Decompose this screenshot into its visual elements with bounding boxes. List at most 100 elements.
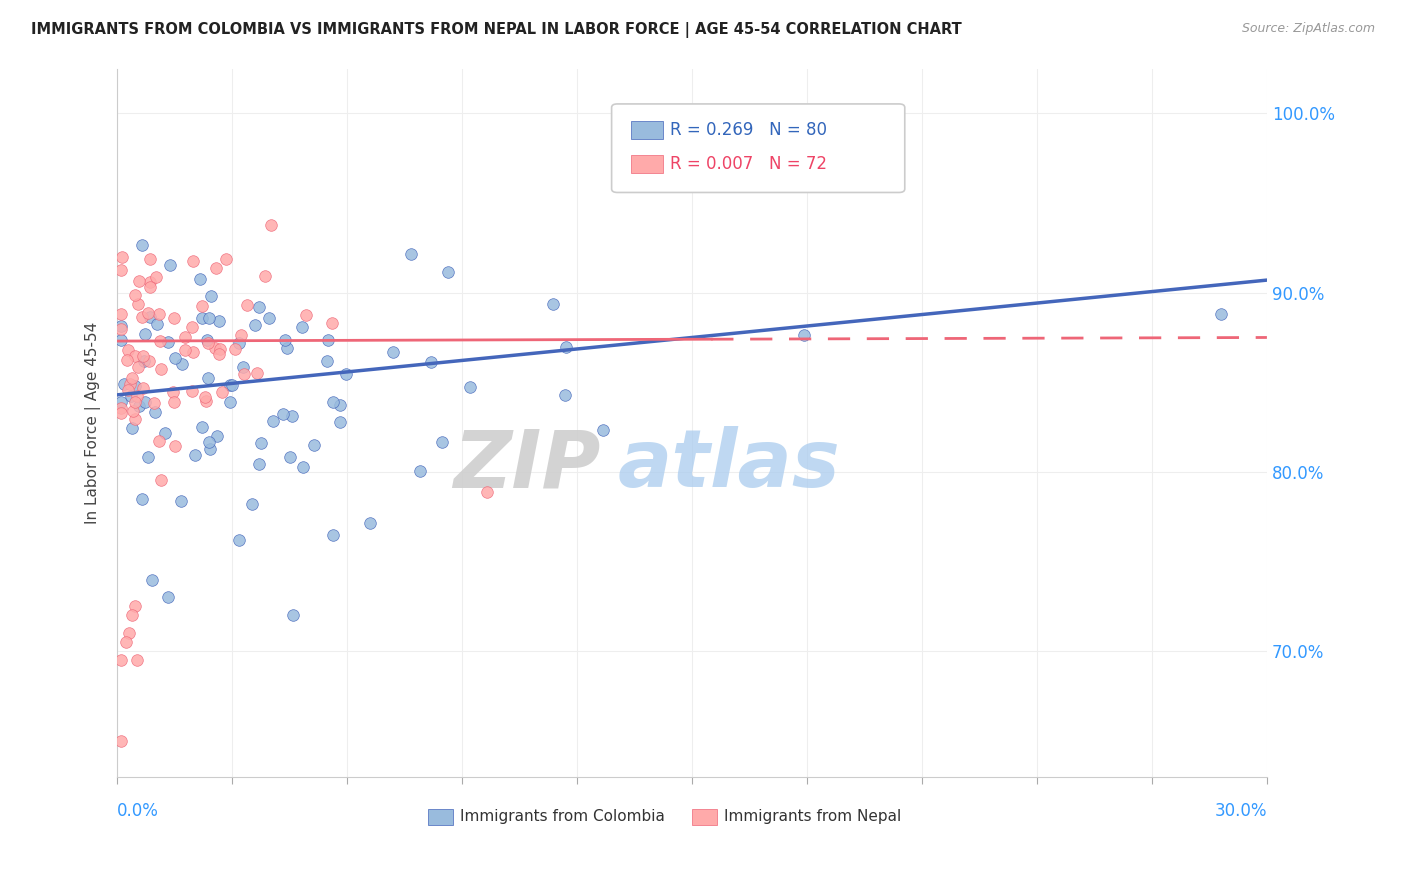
Point xyxy=(249,301,271,315)
Point xyxy=(205,261,228,276)
Point xyxy=(111,251,134,265)
Point xyxy=(120,389,142,403)
Point xyxy=(249,436,271,450)
Point xyxy=(219,395,242,409)
Point xyxy=(200,289,222,303)
Point xyxy=(592,423,614,437)
Bar xyxy=(631,121,664,139)
Point xyxy=(793,328,815,343)
Point xyxy=(260,219,283,233)
Point xyxy=(180,384,202,398)
Point xyxy=(143,404,166,418)
Point xyxy=(291,460,314,475)
Point xyxy=(148,434,170,448)
Point xyxy=(554,387,576,401)
Point xyxy=(318,333,340,347)
Point xyxy=(110,734,132,748)
Point xyxy=(118,377,141,392)
Point xyxy=(262,414,284,428)
Point xyxy=(430,434,453,449)
Point xyxy=(316,354,339,368)
Text: Immigrants from Nepal: Immigrants from Nepal xyxy=(724,809,901,824)
Point xyxy=(172,357,194,371)
Point xyxy=(124,412,146,426)
Point xyxy=(181,320,204,334)
Point xyxy=(235,298,257,312)
Point xyxy=(257,310,280,325)
Point xyxy=(124,288,146,302)
Point xyxy=(204,342,226,356)
Point xyxy=(118,626,141,640)
Point xyxy=(110,319,132,334)
Point xyxy=(207,429,229,443)
Point xyxy=(148,307,170,321)
Point xyxy=(190,299,212,313)
Point xyxy=(322,527,344,541)
Point xyxy=(335,368,357,382)
Text: atlas: atlas xyxy=(617,426,841,504)
Bar xyxy=(427,809,453,825)
Point xyxy=(110,263,132,277)
Point xyxy=(197,333,219,347)
Point xyxy=(149,334,172,348)
Point xyxy=(110,333,132,347)
Point xyxy=(221,377,243,392)
Point xyxy=(163,310,186,325)
Point xyxy=(229,328,252,343)
Point xyxy=(322,394,344,409)
Y-axis label: In Labor Force | Age 45-54: In Labor Force | Age 45-54 xyxy=(86,321,101,524)
Point xyxy=(224,343,246,357)
Bar xyxy=(631,155,664,173)
Point xyxy=(149,362,172,376)
Point xyxy=(408,464,430,478)
Point xyxy=(181,344,204,359)
Point xyxy=(200,442,222,456)
Point xyxy=(159,258,181,272)
Point xyxy=(134,394,156,409)
Point xyxy=(117,343,139,357)
Point xyxy=(295,308,318,322)
Point xyxy=(382,345,405,359)
Point xyxy=(195,394,218,409)
Point xyxy=(197,335,219,350)
Point xyxy=(110,406,132,420)
Point xyxy=(146,317,169,331)
Point xyxy=(321,316,343,330)
Text: ZIP: ZIP xyxy=(453,426,600,504)
Point xyxy=(240,497,263,511)
Point xyxy=(191,310,214,325)
Point xyxy=(131,237,153,252)
Point xyxy=(127,359,149,374)
Point xyxy=(128,399,150,413)
Text: 30.0%: 30.0% xyxy=(1215,802,1267,820)
Point xyxy=(163,394,186,409)
Point xyxy=(208,314,231,328)
Point xyxy=(198,434,221,449)
Point xyxy=(188,272,211,286)
Point xyxy=(254,268,277,283)
Point xyxy=(329,415,352,429)
Point xyxy=(184,448,207,462)
Point xyxy=(132,349,155,363)
Point xyxy=(121,403,143,417)
Text: R = 0.269   N = 80: R = 0.269 N = 80 xyxy=(671,121,827,139)
Point xyxy=(281,608,304,623)
Point xyxy=(121,608,143,623)
Point xyxy=(181,253,204,268)
Point xyxy=(278,450,301,464)
Point xyxy=(132,354,155,368)
Point xyxy=(543,297,565,311)
Point xyxy=(125,653,148,667)
Text: R = 0.007   N = 72: R = 0.007 N = 72 xyxy=(671,155,827,173)
Point xyxy=(110,653,132,667)
Point xyxy=(247,457,270,471)
Point xyxy=(245,318,267,333)
Point xyxy=(165,351,187,365)
Point xyxy=(149,473,172,487)
Point xyxy=(170,494,193,508)
Point xyxy=(110,321,132,335)
Point xyxy=(274,333,297,347)
Point xyxy=(110,395,132,409)
Point xyxy=(115,635,138,649)
Point xyxy=(139,280,162,294)
